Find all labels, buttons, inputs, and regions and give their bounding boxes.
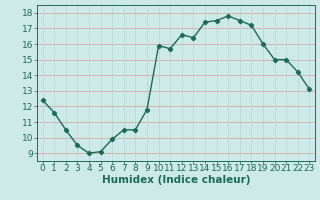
X-axis label: Humidex (Indice chaleur): Humidex (Indice chaleur) — [102, 175, 250, 185]
